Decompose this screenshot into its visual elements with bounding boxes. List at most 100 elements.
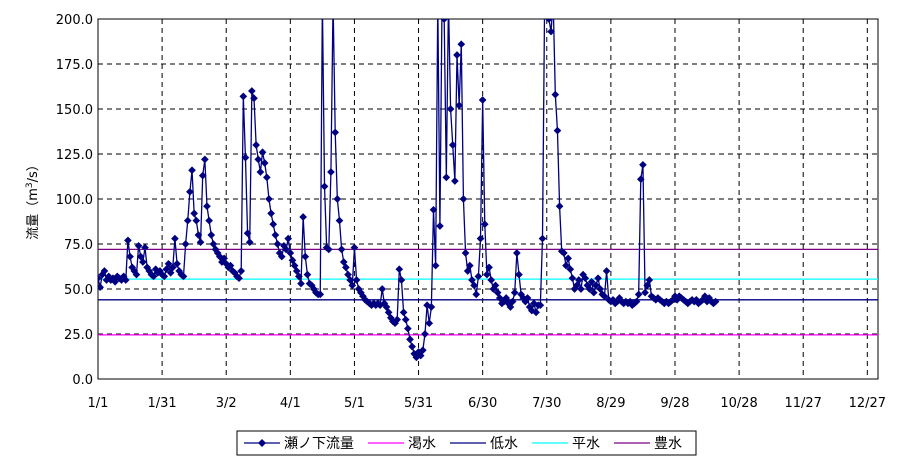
x-tick-label: 3/2: [216, 396, 237, 411]
flow-point: [297, 279, 305, 288]
flow-point: [132, 270, 141, 279]
flow-point: [303, 270, 312, 279]
flow-point: [596, 285, 605, 293]
flow-point: [594, 274, 602, 283]
flow-point: [344, 270, 352, 279]
grid-lines: [98, 19, 878, 379]
flow-point: [463, 267, 472, 275]
flow-point: [342, 263, 350, 272]
flow-point: [632, 297, 641, 306]
y-axis-label-unit: /s）: [26, 158, 41, 182]
flow-point: [267, 209, 275, 218]
x-tick-label: 1/31: [148, 396, 177, 411]
flow-point: [468, 276, 476, 284]
x-tick-label: 5/31: [404, 396, 433, 411]
flow-point: [201, 155, 209, 164]
flow-point: [515, 270, 523, 279]
flow-point: [273, 240, 282, 248]
flow-point: [406, 335, 414, 344]
flow-point: [448, 141, 457, 149]
flow-point: [636, 175, 645, 184]
flow-point: [457, 40, 466, 49]
flow-point: [226, 261, 235, 270]
flow-point: [98, 274, 102, 283]
flow-point: [470, 281, 478, 290]
flow-point: [183, 216, 192, 225]
flow-point: [209, 240, 218, 248]
flow-point: [196, 238, 205, 247]
flow-point: [126, 252, 134, 261]
flow-point: [466, 261, 474, 270]
y-axis-label: 流量（m3/s）: [25, 158, 41, 240]
flow-point: [397, 276, 406, 284]
y-tick-label: 25.0: [64, 328, 93, 343]
flow-point: [551, 90, 560, 99]
flow-point: [476, 234, 485, 243]
flow-point: [173, 259, 181, 268]
flow-point: [335, 216, 344, 225]
flow-point: [262, 173, 271, 182]
flow-point: [545, 19, 553, 23]
flow-point: [248, 87, 256, 95]
flow-point: [401, 315, 410, 324]
flow-point: [474, 272, 483, 281]
flow-point: [333, 195, 342, 203]
flow-point: [299, 213, 307, 221]
flow-point: [639, 160, 647, 169]
flow-point: [574, 276, 583, 284]
flow-point: [316, 290, 325, 299]
flow-point: [181, 240, 190, 248]
flow-point: [98, 283, 104, 292]
flow-point: [382, 303, 391, 311]
x-tick-label: 1/1: [88, 396, 109, 411]
flow-point: [295, 272, 303, 281]
flow-point: [547, 27, 555, 36]
axis-labels: 0.0 25.0 50.0 75.0 100.0 125.0 150.0 175.0 200.0…: [56, 13, 886, 411]
flow-point: [425, 319, 434, 328]
flow-point: [418, 346, 427, 355]
flow-point: [564, 254, 572, 263]
flow-point: [434, 0, 441, 4]
flow-point: [258, 148, 267, 157]
flow-point: [592, 281, 600, 290]
flow-point: [440, 19, 449, 23]
flow-point: [254, 155, 263, 164]
flow-point: [149, 272, 158, 281]
flow-point: [194, 231, 203, 239]
flow-point: [562, 261, 570, 270]
flow-point: [485, 263, 493, 272]
flow-point: [252, 141, 260, 149]
flow-point: [541, 0, 548, 4]
flow-point: [634, 290, 643, 299]
legend-label: 瀬ノ下流量: [284, 436, 354, 452]
flow-point: [478, 96, 487, 104]
legend-item: 瀬ノ下流量: [244, 436, 354, 452]
flow-point: [506, 303, 515, 311]
flow-point: [243, 229, 252, 238]
flow-point: [523, 294, 532, 302]
flow-point: [277, 252, 286, 261]
flow-point: [350, 243, 359, 252]
flow-point: [239, 92, 248, 101]
flow-point: [560, 249, 568, 257]
flow-point: [550, 0, 557, 4]
flow-point: [431, 261, 440, 270]
flow-point: [141, 243, 149, 252]
legend-label: 低水: [490, 436, 518, 452]
flow-point: [330, 0, 337, 4]
y-tick-label: 125.0: [56, 148, 93, 163]
flow-point: [543, 0, 550, 4]
flow-point: [220, 254, 228, 263]
flow-point: [495, 294, 504, 302]
legend-item: 豊水: [614, 436, 682, 452]
flow-point: [324, 245, 333, 254]
legend-swatch-marker: [258, 439, 266, 447]
flow-point: [487, 276, 496, 284]
flow-point: [290, 261, 299, 270]
flow-point: [577, 285, 585, 293]
flow-point: [136, 252, 145, 261]
flow-point: [378, 285, 387, 293]
series-layer: [98, 0, 720, 362]
flow-point: [589, 288, 598, 297]
